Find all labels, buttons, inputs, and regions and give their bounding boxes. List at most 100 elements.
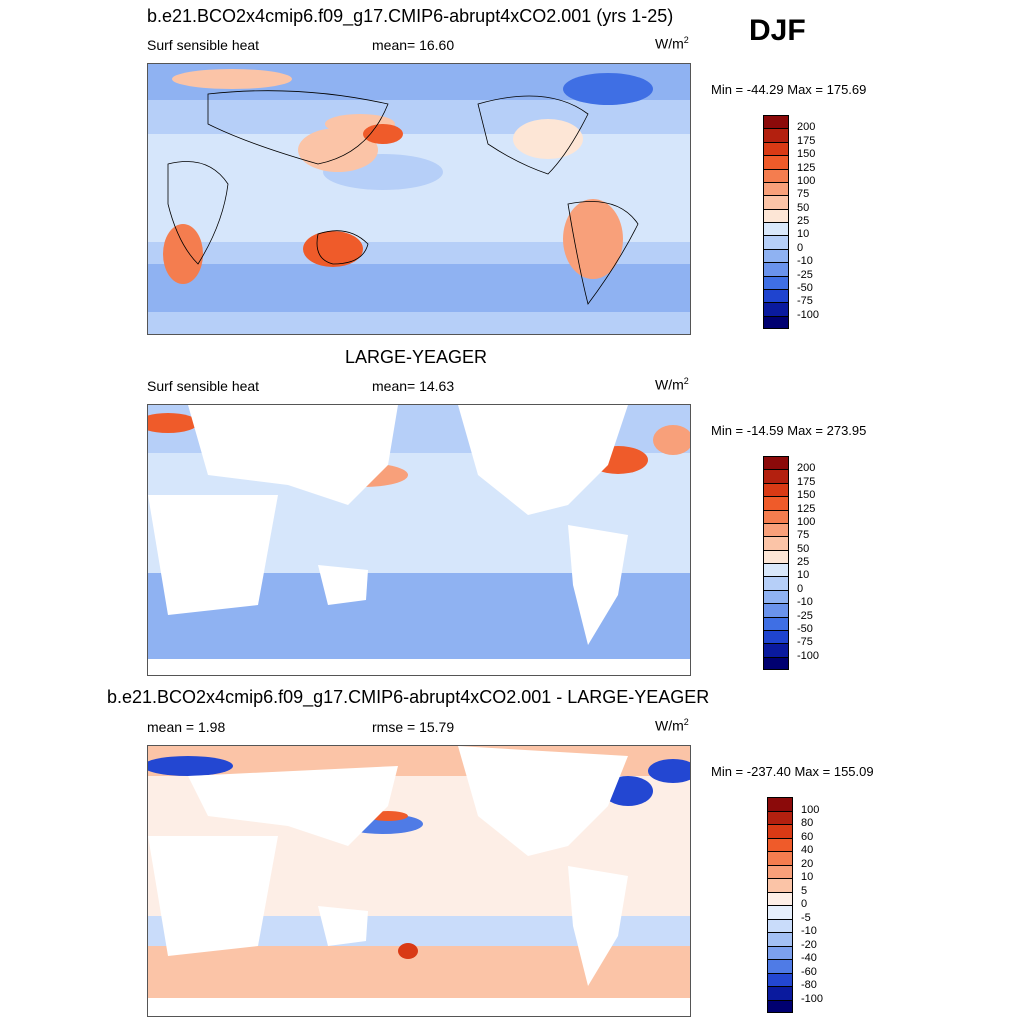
japan-hot bbox=[363, 124, 403, 144]
colorbar-swatch bbox=[767, 878, 793, 892]
colorbar-swatch bbox=[763, 222, 789, 236]
colorbar-swatch bbox=[767, 986, 793, 1000]
colorbar-swatch bbox=[763, 589, 789, 604]
australia-land bbox=[318, 565, 368, 605]
colorbar-swatch bbox=[763, 128, 789, 142]
antarctic-band bbox=[148, 312, 690, 334]
panel-3-map-svg bbox=[148, 746, 690, 1016]
colorbar-tick-label: 20 bbox=[801, 857, 814, 870]
colorbar-tick-label: 0 bbox=[797, 241, 804, 254]
norwegian-sea-hot bbox=[148, 413, 198, 433]
colorbar-swatch bbox=[763, 549, 789, 563]
colorbar-tick-label: -75 bbox=[797, 295, 813, 308]
colorbar-swatch bbox=[763, 155, 789, 169]
new-zealand-hot bbox=[398, 943, 418, 959]
panel-1-minmax: Min = -44.29 Max = 175.69 bbox=[711, 82, 867, 97]
colorbar-tick-label: -40 bbox=[801, 952, 817, 964]
north-america-land bbox=[458, 405, 628, 515]
colorbar-tick-label: 10 bbox=[797, 228, 810, 241]
colorbar-tick-label: -10 bbox=[801, 925, 817, 937]
colorbar-swatch bbox=[763, 469, 789, 483]
colorbar-swatch bbox=[763, 656, 789, 670]
colorbar-tick-label: -100 bbox=[797, 308, 820, 321]
colorbar-swatch bbox=[763, 315, 789, 329]
panel-2-minmax: Min = -14.59 Max = 273.95 bbox=[711, 423, 867, 438]
colorbar-tick-label: 40 bbox=[801, 844, 814, 856]
colorbar-swatch bbox=[763, 141, 789, 156]
colorbar-swatch bbox=[763, 235, 789, 249]
colorbar-swatch bbox=[767, 810, 793, 824]
australia-land bbox=[318, 906, 368, 946]
colorbar-tick-label: -20 bbox=[801, 938, 817, 951]
australia-coast bbox=[316, 230, 369, 265]
panel-2-colorbar: 200 175 150 125 100 75 50 25 10 0 -10 -25 -50 -75 -100 bbox=[763, 456, 819, 670]
africa-coast bbox=[167, 161, 229, 265]
colorbar-swatch bbox=[763, 522, 789, 537]
australia-hot bbox=[303, 231, 363, 267]
south-america-land bbox=[568, 525, 628, 645]
colorbar-tick-label: -75 bbox=[797, 636, 813, 649]
eurasia-coast bbox=[207, 90, 389, 165]
panel-3-minmax: Min = -237.40 Max = 155.09 bbox=[711, 764, 874, 779]
colorbar-swatch bbox=[767, 837, 793, 851]
arctic-russia-warm bbox=[172, 69, 292, 89]
colorbar-swatch bbox=[767, 918, 793, 932]
panel-3-rmse-label: rmse = 15.79 bbox=[372, 719, 455, 735]
panel-1-mean-label: mean= 16.60 bbox=[372, 37, 455, 53]
colorbar-swatch bbox=[767, 932, 793, 946]
colorbar-tick-label: -60 bbox=[801, 965, 817, 978]
colorbar-frame bbox=[763, 115, 789, 329]
colorbar-tick-label: -50 bbox=[797, 281, 813, 294]
colorbar-swatch bbox=[763, 208, 789, 222]
north-america-land bbox=[458, 746, 628, 856]
colorbar-swatch bbox=[763, 248, 789, 263]
colorbar-swatch bbox=[763, 482, 789, 497]
colorbar-tick-label: 10 bbox=[797, 569, 810, 582]
colorbar-tick-label: 100 bbox=[801, 803, 820, 816]
colorbar-tick-label: -10 bbox=[797, 255, 813, 268]
colorbar-tick-label: 0 bbox=[801, 898, 808, 910]
colorbar-tick-label: 175 bbox=[797, 475, 816, 488]
colorbar-tick-label: 10 bbox=[801, 871, 814, 883]
panel-1-variable-label: Surf sensible heat bbox=[147, 37, 260, 53]
colorbar-swatch bbox=[763, 563, 789, 577]
barents-cold bbox=[148, 756, 233, 776]
colorbar-tick-label: 100 bbox=[797, 174, 816, 187]
panel-3-title: b.e21.BCO2x4cmip6.f09_g17.CMIP6-abrupt4x… bbox=[107, 687, 710, 707]
colorbar-swatch bbox=[763, 275, 789, 289]
colorbar-tick-label: 25 bbox=[797, 556, 810, 568]
colorbar-swatch bbox=[763, 262, 789, 276]
colorbar-tick-label: -100 bbox=[801, 992, 824, 1005]
colorbar-swatch bbox=[767, 824, 793, 838]
colorbar-frame bbox=[763, 456, 789, 670]
panel-2-mean-label: mean= 14.63 bbox=[372, 378, 455, 394]
panel-3-colorbar: 100 80 60 40 20 10 5 0 -5 -10 -20 -40 -60 -80 -100 bbox=[767, 797, 823, 1013]
colorbar-tick-label: 5 bbox=[801, 884, 808, 897]
colorbar-swatch bbox=[767, 891, 793, 905]
colorbar-swatch bbox=[767, 945, 793, 959]
panel-3-map bbox=[147, 745, 691, 1017]
colorbar-swatch bbox=[763, 302, 789, 316]
panel-2-variable-label: Surf sensible heat bbox=[147, 378, 260, 394]
nordic-cold bbox=[648, 759, 690, 783]
colorbar-swatch bbox=[763, 195, 789, 209]
colorbar-swatch bbox=[763, 576, 789, 590]
panel-2-map-svg bbox=[148, 405, 690, 675]
panel-2-title: LARGE-YEAGER bbox=[345, 347, 488, 367]
colorbar-swatch bbox=[763, 603, 789, 617]
antarctica-land bbox=[148, 659, 690, 675]
colorbar-tick-label: 80 bbox=[801, 817, 814, 829]
colorbar-swatch bbox=[763, 536, 789, 550]
colorbar-swatch bbox=[763, 496, 789, 510]
north-america-warm bbox=[513, 119, 583, 159]
colorbar-tick-label: 75 bbox=[797, 529, 810, 542]
colorbar-swatch bbox=[763, 629, 789, 644]
colorbar-tick-label: -25 bbox=[797, 268, 813, 281]
colorbar-tick-label: 150 bbox=[797, 489, 816, 502]
colorbar-tick-label: 50 bbox=[797, 542, 810, 555]
panel-1-map-svg bbox=[148, 64, 690, 334]
north-america-coast bbox=[477, 95, 589, 175]
panel-3-mean-label: mean = 1.98 bbox=[147, 719, 226, 735]
colorbar-tick-label: 0 bbox=[797, 582, 804, 595]
north-subpolar-band bbox=[148, 100, 690, 134]
